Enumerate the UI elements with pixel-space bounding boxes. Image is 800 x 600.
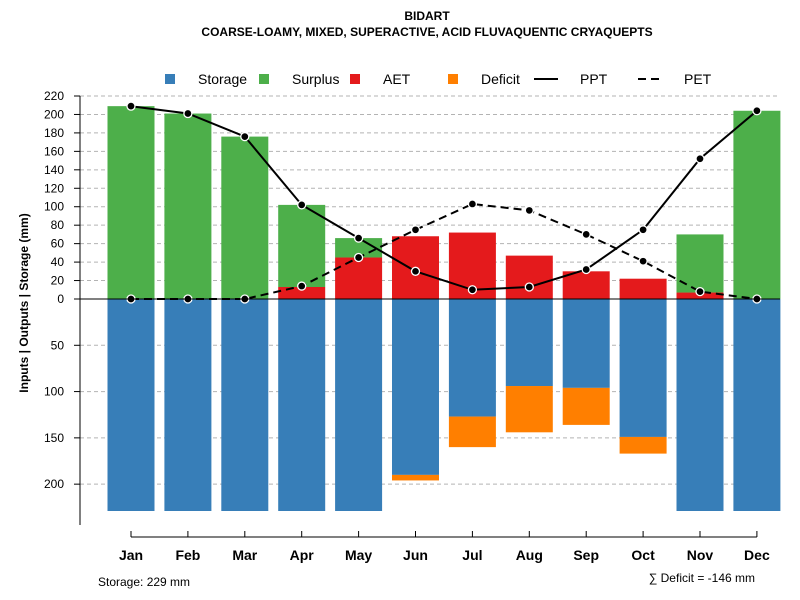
bar-storage (562, 299, 610, 388)
y-tick-label: 200 (44, 477, 64, 491)
y-tick-label: 140 (44, 163, 64, 177)
pet-point (638, 256, 648, 266)
bar-deficit (619, 436, 667, 454)
legend-label: Storage (198, 71, 247, 87)
pet-point (524, 205, 534, 216)
y-tick-label: 160 (44, 144, 64, 158)
ppt-point (467, 285, 478, 295)
ppt-point (240, 131, 250, 142)
bar-deficit (505, 386, 553, 433)
chart-title: BIDART (404, 9, 450, 23)
legend-swatch (165, 74, 175, 84)
x-tick-label: Apr (290, 547, 315, 563)
x-tick-label: May (345, 547, 372, 563)
y-tick-label: 60 (51, 237, 65, 251)
ppt-point (297, 200, 307, 210)
y-tick-label: 40 (51, 255, 65, 269)
chart-subtitle: COARSE-LOAMY, MIXED, SUPERACTIVE, ACID F… (201, 25, 652, 39)
y-tick-label: 180 (44, 126, 64, 140)
pet-point (353, 252, 364, 263)
bar-storage (392, 299, 439, 475)
x-tick-label: Dec (744, 547, 770, 563)
x-tick-label: Sep (573, 547, 599, 563)
legend-swatch (259, 74, 269, 84)
y-tick-label: 50 (51, 338, 65, 352)
bar-deficit (562, 387, 610, 425)
bar-aet (619, 278, 667, 299)
ppt-point (638, 225, 648, 235)
legend-label: AET (383, 71, 411, 87)
x-tick-label: Feb (175, 547, 200, 563)
ppt-point (410, 266, 421, 276)
pet-point (297, 281, 307, 291)
legend-label: Deficit (481, 71, 520, 87)
bar-storage (733, 299, 781, 511)
x-tick-label: Aug (516, 547, 543, 563)
ppt-point (752, 106, 762, 116)
x-tick-label: Nov (687, 547, 714, 563)
pet-point (581, 229, 591, 240)
y-tick-label: 150 (44, 431, 64, 445)
bar-deficit (392, 474, 439, 481)
bar-storage (676, 299, 724, 511)
bar-surplus (221, 136, 269, 299)
bar-aet (505, 255, 553, 299)
ppt-point (126, 101, 136, 111)
bar-storage (278, 299, 326, 511)
ppt-line (130, 105, 758, 291)
ppt-point (353, 233, 364, 243)
bar-storage (335, 299, 383, 511)
x-tick-label: Oct (631, 547, 655, 563)
bar-storage (448, 299, 496, 417)
bar-storage (505, 299, 553, 387)
y-tick-label: 80 (51, 218, 65, 232)
x-tick-label: Mar (232, 547, 257, 563)
bar-surplus (164, 113, 212, 299)
bar-surplus (733, 110, 781, 299)
y-tick-label: 20 (51, 274, 65, 288)
legend-swatch (448, 74, 458, 84)
legend-swatch (350, 74, 360, 84)
y-tick-label: 200 (44, 107, 64, 121)
bar-storage (107, 299, 155, 511)
storage-note: Storage: 229 mm (98, 575, 190, 589)
y-tick-label: 220 (44, 89, 64, 103)
bar-storage (221, 299, 269, 511)
bar-surplus (278, 204, 326, 288)
y-tick-label: 100 (44, 200, 64, 214)
pet-point (467, 199, 478, 209)
legend-label: Surplus (292, 71, 339, 87)
deficit-note: ∑ Deficit = -146 mm (649, 571, 755, 585)
pet-point (410, 225, 421, 235)
y-tick-label: 0 (57, 292, 64, 306)
bar-surplus (107, 106, 155, 300)
bar-layer (107, 106, 781, 511)
pet-point (695, 286, 705, 297)
bar-aet (335, 257, 383, 299)
legend-label: PPT (580, 71, 608, 87)
legend: Storage Surplus AET Deficit PPT PET (165, 71, 712, 87)
x-tick-label: Jul (462, 547, 482, 563)
ppt-point (524, 282, 534, 292)
bar-aet (278, 287, 326, 299)
legend-label: PET (684, 71, 712, 87)
axes: 0 20 40 60 80 100 120 140 160 180 200 220 50 100 150 20… (44, 89, 780, 563)
x-tick-label: Jun (403, 547, 428, 563)
x-tick-label: Jan (119, 547, 143, 563)
bar-aet (562, 271, 610, 299)
ppt-point (581, 264, 591, 275)
ppt-point (695, 154, 705, 164)
bar-deficit (448, 416, 496, 448)
bar-storage (619, 299, 667, 437)
bar-storage (164, 299, 212, 511)
ppt-point (183, 108, 193, 119)
y-axis-title: Inputs | Outputs | Storage (mm) (17, 213, 31, 392)
y-tick-label: 100 (44, 385, 64, 399)
y-tick-label: 120 (44, 181, 64, 195)
